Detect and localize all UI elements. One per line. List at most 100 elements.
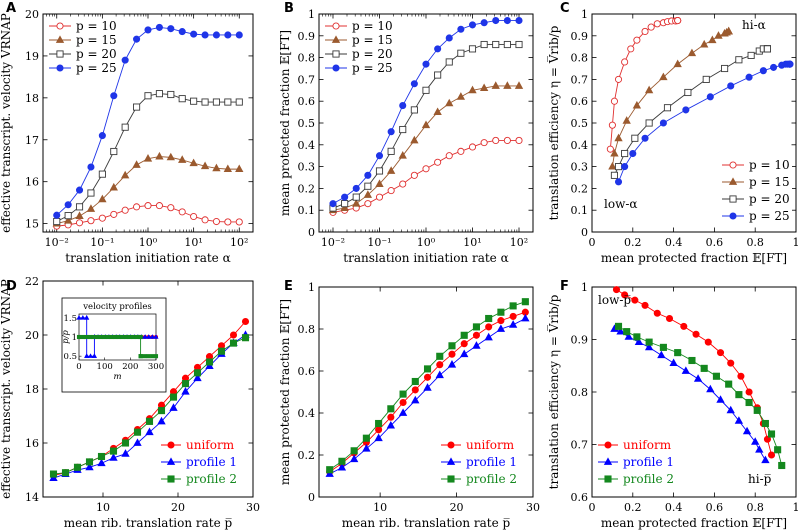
legend-label: p = 20	[749, 192, 790, 206]
data-point	[702, 75, 710, 83]
data-point	[724, 26, 733, 35]
data-point	[753, 406, 761, 414]
x-tick-label: 10⁻²	[321, 236, 345, 249]
x-tick-label: 10⁻²	[45, 236, 69, 249]
data-point	[700, 39, 709, 48]
data-point	[484, 332, 493, 341]
x-tick-label: 1	[793, 236, 800, 249]
data-point	[144, 202, 152, 210]
y-tick-label: 1	[581, 8, 588, 21]
data-point	[751, 437, 760, 445]
data-point	[663, 104, 672, 112]
data-point	[612, 286, 621, 294]
data-point	[659, 119, 667, 127]
y-tick-label: 18	[25, 92, 39, 105]
data-point	[614, 178, 623, 186]
y-tick-label: 0.9	[571, 334, 589, 347]
data-point	[503, 40, 511, 49]
series-line	[332, 85, 520, 211]
legend-marker	[446, 457, 456, 465]
data-point	[178, 95, 186, 103]
data-point	[399, 125, 407, 134]
y-tick-label: 0.8	[571, 386, 589, 399]
inset-data-point	[84, 314, 90, 320]
inset-data-point	[138, 354, 143, 359]
data-point	[742, 426, 752, 435]
data-point	[434, 71, 442, 79]
legend-marker	[728, 177, 738, 185]
data-point	[472, 331, 480, 339]
y-tick-label: 0.8	[298, 52, 316, 65]
data-point	[614, 163, 623, 171]
legend-marker	[167, 475, 175, 483]
x-tick-label: 10⁻¹	[90, 236, 114, 249]
data-point	[422, 86, 430, 94]
y-tick-label: 0.3	[298, 161, 316, 174]
data-point	[645, 338, 653, 346]
x-axis-label: translation initiation rate α	[65, 251, 230, 265]
data-point	[659, 343, 667, 351]
data-point	[144, 92, 152, 100]
data-point	[457, 25, 465, 33]
data-point	[727, 359, 735, 367]
y-tick-label: 20	[25, 329, 39, 342]
data-point	[734, 416, 744, 424]
data-point	[87, 189, 95, 197]
panel-label: D	[6, 279, 17, 294]
series-p-20	[610, 45, 771, 179]
y-tick-label: 0.2	[571, 182, 589, 195]
series-uniform	[612, 286, 776, 459]
data-point	[375, 419, 383, 428]
x-tick-label: 20	[450, 501, 464, 514]
data-point	[97, 458, 106, 467]
legend-background	[716, 157, 792, 227]
inset-data-point	[150, 354, 155, 359]
data-point	[521, 313, 530, 322]
data-point	[515, 40, 523, 49]
inset-data-point	[146, 334, 152, 339]
y-tick-label: 0.2	[298, 182, 316, 195]
data-point	[621, 163, 629, 171]
series-line	[614, 48, 768, 176]
x-tick-label: 0.2	[624, 236, 642, 249]
y-tick-label: 0.1	[298, 204, 316, 217]
inset-series-profile-2	[76, 334, 159, 359]
x-tick-label: 10⁰	[139, 236, 158, 249]
data-point	[190, 97, 198, 105]
y-tick-label: 14	[25, 491, 39, 504]
inset-data-point	[142, 334, 148, 339]
y-tick-label: 0.8	[571, 52, 589, 65]
data-point	[340, 203, 349, 211]
data-point	[716, 349, 725, 357]
x-tick-label: 10	[96, 501, 110, 514]
data-point	[241, 334, 250, 342]
data-point	[120, 170, 130, 179]
y-tick-label: 15	[25, 218, 39, 231]
data-point	[423, 365, 432, 373]
inset-data-point	[105, 334, 111, 340]
data-point	[133, 438, 142, 446]
data-point	[73, 463, 82, 471]
data-point	[445, 152, 453, 160]
data-point	[349, 454, 359, 463]
legend-marker	[56, 64, 64, 72]
legend-marker	[447, 475, 455, 483]
legend-marker	[332, 22, 340, 30]
data-point	[447, 360, 457, 368]
legend-label: uniform	[186, 438, 235, 452]
data-point	[491, 81, 500, 89]
data-point	[460, 349, 469, 358]
data-point	[364, 171, 372, 179]
data-point	[63, 216, 73, 224]
data-point	[229, 331, 238, 339]
inset-data-point	[124, 334, 129, 340]
data-point	[627, 45, 635, 53]
inset-y-tick-label: 0.5	[63, 352, 77, 362]
data-point	[763, 435, 771, 443]
legend-label: profile 1	[623, 455, 674, 469]
panel-label: C	[560, 1, 570, 16]
data-point	[109, 182, 118, 191]
